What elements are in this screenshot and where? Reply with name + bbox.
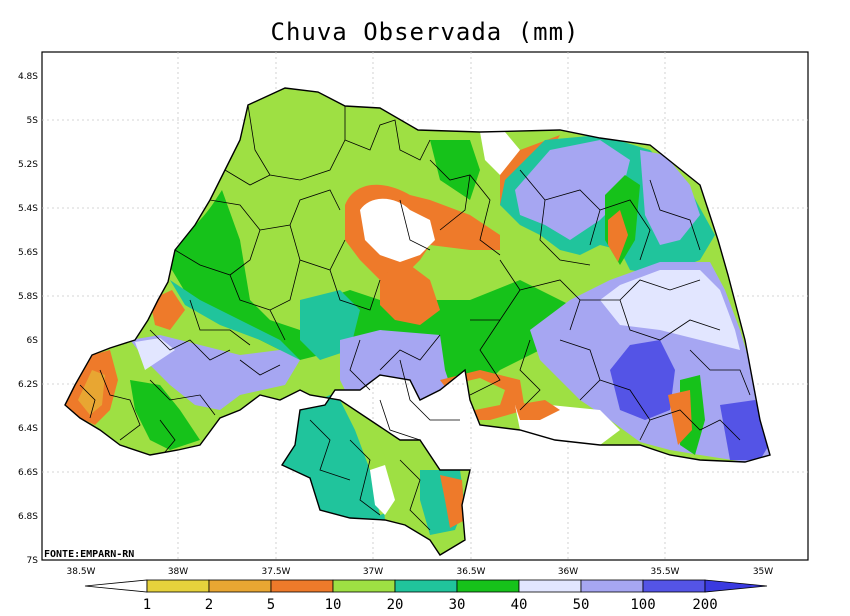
fill-yellow-west [78,370,105,415]
colorbar-labels: 1 2 5 10 20 30 40 50 100 200 [143,597,718,613]
lat-label: 5.2S [18,160,38,170]
colorbar-swatch [146,579,210,593]
fill-lavender-ne2 [640,150,700,245]
fill-white-sw [370,465,395,515]
colorbar-swatch [332,579,396,593]
fill-white-core [360,198,435,262]
latitude-labels: 4.8S 5S 5.2S 5.4S 5.6S 5.8S 6S 6.2S 6.4S… [18,72,38,566]
lon-label: 36.5W [457,567,486,577]
map-frame [41,51,809,561]
fill-orange-s [440,475,465,528]
lat-label: 5.8S [18,292,38,302]
lon-label: 37.5W [262,567,291,577]
colorbar-swatch [456,579,520,593]
fill-green-north [430,140,480,200]
rainfall-fill [65,88,770,555]
colorbar-label: 20 [387,597,404,613]
colorbar-label: 50 [573,597,590,613]
longitude-labels: 38.5W 38W 37.5W 37W 36.5W 36W 35.5W 35W [67,567,774,577]
colorbar-low-arrow [84,579,148,593]
fill-pale-east [600,270,740,350]
municipal-boundaries [79,104,751,531]
fill-lavender-west [130,335,300,410]
lon-label: 37W [363,567,383,577]
lon-label: 35.5W [651,567,680,577]
lat-label: 7S [27,556,39,566]
lat-label: 5.4S [18,204,38,214]
lat-label: 6.2S [18,380,38,390]
lon-label: 38W [168,567,188,577]
lat-label: 4.8S [18,72,38,82]
fill-teal-west [170,280,300,360]
colorbar-label: 100 [630,597,655,613]
colorbar-label: 40 [511,597,528,613]
lat-label: 5S [27,116,39,126]
colorbar-swatch [580,579,644,593]
colorbar-label: 1 [143,597,151,613]
lon-label: 38.5W [67,567,96,577]
colorbar-swatch [642,579,706,593]
colorbar-label: 2 [205,597,213,613]
lon-label: 35W [753,567,773,577]
lat-label: 6.4S [18,424,38,434]
fill-green-west [130,380,200,450]
map-title: Chuva Observada (mm) [270,18,580,46]
fill-green-band [160,190,600,400]
state-outline [64,87,771,556]
fill-orange-sw [515,400,560,420]
colorbar-label: 5 [267,597,275,613]
fill-orange-se [668,390,692,445]
colorbar-swatch [518,579,582,593]
colorbar-high-arrow [704,579,768,593]
colorbar-label: 10 [325,597,342,613]
fill-lavender-ne [515,140,630,240]
colorbar-swatch [270,579,334,593]
lat-label: 5.6S [18,248,38,258]
colorbar-swatch [208,579,272,593]
colorbar-label: 30 [449,597,466,613]
lat-label: 6S [27,336,39,346]
colorbar [84,579,768,593]
fill-orange-ne2 [608,210,628,262]
source-note: FONTE:EMPARN-RN [44,549,134,560]
fill-orange-center [380,265,440,325]
lon-label: 36W [558,567,578,577]
colorbar-label: 200 [692,597,717,613]
lat-label: 6.6S [18,468,38,478]
fill-blue-core [610,340,675,420]
colorbar-swatch [394,579,458,593]
lat-label: 6.8S [18,512,38,522]
fill-pale-west [135,338,175,370]
